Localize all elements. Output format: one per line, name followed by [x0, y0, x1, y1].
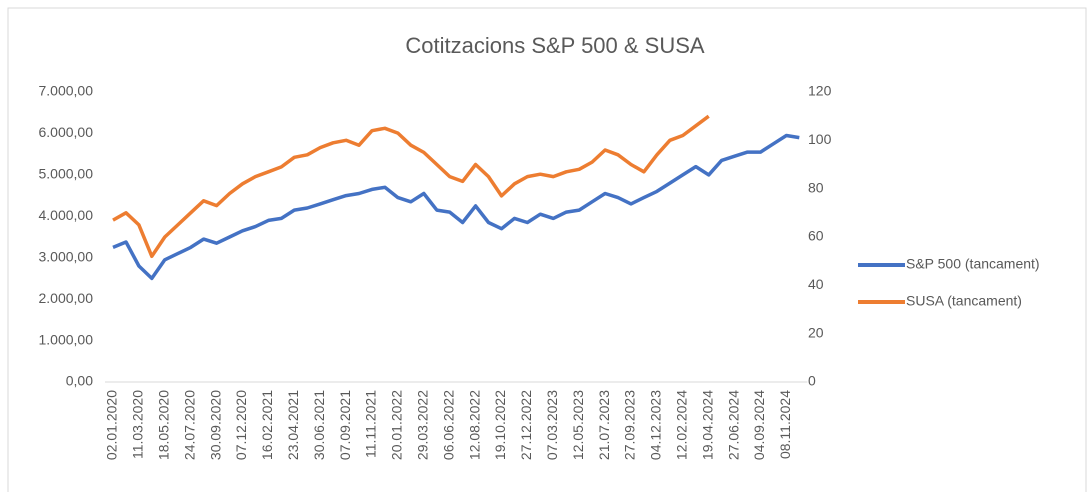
x-tick-label: 12.08.2022	[466, 390, 482, 460]
x-tick-label: 06.06.2022	[440, 390, 456, 460]
y2-tick-label: 120	[808, 83, 832, 99]
y-tick-label: 3.000,00	[39, 248, 94, 264]
y2-tick-label: 40	[808, 276, 824, 292]
chart-title: Cotitzacions S&P 500 & SUSA	[405, 33, 705, 58]
x-tick-label: 19.04.2024	[699, 390, 715, 460]
x-tick-label: 27.09.2023	[622, 390, 638, 460]
x-tick-label: 20.01.2022	[389, 390, 405, 460]
x-tick-label: 30.09.2020	[207, 390, 223, 460]
x-tick-label: 02.01.2020	[104, 390, 120, 460]
y-tick-label: 5.000,00	[39, 166, 94, 182]
series-line	[112, 114, 710, 259]
x-tick-label: 12.02.2024	[674, 390, 690, 460]
x-tick-label: 27.06.2024	[725, 390, 741, 460]
x-tick-label: 21.07.2023	[596, 390, 612, 460]
y2-tick-label: 80	[808, 179, 824, 195]
y2-tick-label: 20	[808, 324, 824, 340]
x-tick-label: 27.12.2022	[518, 390, 534, 460]
x-tick-label: 16.02.2021	[259, 390, 275, 460]
legend-label: SUSA (tancament)	[906, 293, 1022, 309]
y-tick-label: 2.000,00	[39, 290, 94, 306]
x-tick-label: 07.03.2023	[544, 390, 560, 460]
x-tick-label: 18.05.2020	[156, 390, 172, 460]
series-line	[112, 133, 800, 281]
x-tick-label: 07.12.2020	[233, 390, 249, 460]
chart-frame	[7, 7, 1087, 492]
x-tick-label: 29.03.2022	[415, 390, 431, 460]
x-tick-label: 08.11.2024	[777, 390, 793, 459]
x-tick-label: 23.04.2021	[285, 390, 301, 460]
x-tick-label: 24.07.2020	[181, 390, 197, 460]
x-tick-label: 11.11.2021	[363, 390, 379, 458]
y-tick-label: 1.000,00	[39, 331, 94, 347]
y2-tick-label: 0	[808, 373, 816, 389]
legend-label: S&P 500 (tancament)	[906, 256, 1040, 272]
x-tick-label: 04.09.2024	[751, 390, 767, 460]
y2-tick-label: 100	[808, 131, 832, 147]
x-tick-label: 07.09.2021	[337, 390, 353, 460]
y-tick-label: 4.000,00	[39, 207, 94, 223]
x-tick-label: 04.12.2023	[648, 390, 664, 460]
x-tick-label: 30.06.2021	[311, 390, 327, 460]
y-tick-label: 0,00	[66, 373, 93, 389]
x-tick-label: 19.10.2022	[492, 390, 508, 460]
x-tick-label: 12.05.2023	[570, 390, 586, 460]
x-tick-label: 11.03.2020	[130, 390, 146, 459]
y-tick-label: 6.000,00	[39, 124, 94, 140]
y-tick-label: 7.000,00	[39, 83, 94, 99]
y2-tick-label: 60	[808, 228, 824, 244]
